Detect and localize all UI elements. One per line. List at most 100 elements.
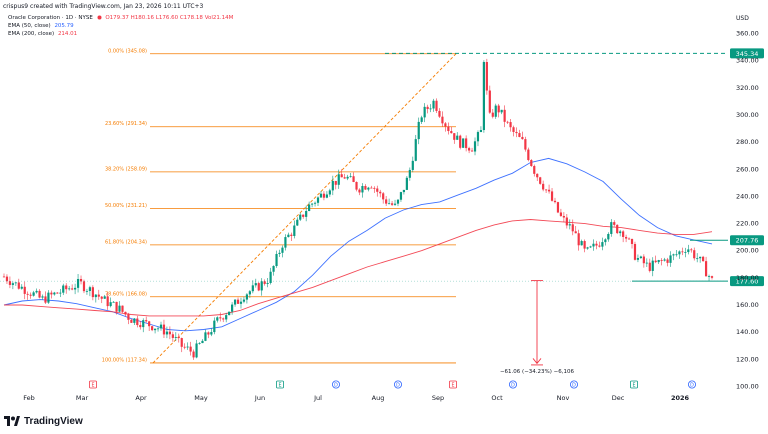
candle-body: [73, 287, 77, 290]
candle-body: [476, 132, 480, 142]
candle-body: [613, 222, 616, 225]
candle-body: [669, 255, 672, 263]
candle-body: [518, 133, 521, 137]
volume-value: Vol21.14M: [204, 15, 234, 21]
candle-body: [251, 285, 254, 292]
candle-body: [627, 238, 631, 240]
price-axis-label: 280.00: [736, 138, 759, 146]
fib-trend-line: [152, 53, 457, 364]
candle-body: [399, 192, 403, 200]
candle-body: [263, 281, 266, 284]
candle-body: [687, 249, 690, 253]
candle-body: [696, 258, 699, 260]
candle-body: [130, 319, 133, 323]
earnings-event-icon[interactable]: E: [630, 380, 638, 389]
candle-body: [583, 241, 586, 249]
candle-body: [328, 190, 331, 195]
candle-body: [112, 301, 115, 303]
candle-body: [287, 234, 290, 238]
candle-body: [284, 237, 287, 248]
dividend-event-icon[interactable]: D: [688, 380, 697, 389]
ema50-line: [3, 157, 713, 332]
symbol-legend[interactable]: Oracle Corporation · 1D · NYSE O179.37 H…: [8, 15, 233, 21]
price-axis[interactable]: 360.00 340.00 320.00 300.00 280.00 260.00 240.…: [736, 15, 759, 391]
candle-body: [210, 332, 213, 335]
dividend-event-icon[interactable]: D: [570, 380, 579, 389]
event-shape: [276, 380, 284, 389]
candle-body: [94, 294, 97, 298]
candle-body: [109, 302, 112, 307]
candle-body: [589, 246, 592, 248]
candle-body: [245, 294, 249, 300]
candle-body: [296, 219, 299, 226]
candle-body: [542, 183, 545, 190]
candle-body: [361, 186, 364, 193]
candle-body: [550, 191, 554, 201]
candle-body: [385, 199, 388, 204]
tradingview-wordmark: TradingView: [24, 415, 83, 427]
candle-body: [376, 188, 379, 192]
dividend-event-icon[interactable]: D: [508, 380, 517, 389]
candle-body: [82, 281, 86, 292]
measure-label: −61.06 (−34.23%) −6,106: [500, 369, 575, 375]
ema200-legend[interactable]: EMA (200, close) 214.01: [8, 31, 77, 37]
candle-body: [59, 292, 62, 294]
candle-body: [76, 279, 80, 288]
earnings-event-icon[interactable]: E: [449, 380, 457, 389]
tradingview-brand[interactable]: TradingView: [4, 414, 83, 428]
candle-body: [473, 141, 477, 152]
candle-body: [325, 194, 328, 198]
candle-body: [574, 231, 577, 234]
candle-body: [503, 109, 506, 122]
candle-body: [453, 133, 456, 140]
candle-body: [672, 254, 675, 256]
candle-body: [174, 337, 177, 338]
candle-body: [636, 258, 640, 260]
candle-body: [666, 259, 669, 263]
time-axis-label: Oct: [491, 394, 503, 402]
dividend-event-icon[interactable]: D: [393, 380, 402, 389]
price-axis-label: 120.00: [736, 355, 759, 363]
measure-arrow-icon: [532, 358, 542, 365]
price-axis-label: 200.00: [736, 247, 759, 255]
price-axis-label: 360.00: [736, 29, 759, 37]
candle-body: [559, 212, 563, 216]
earnings-event-icon[interactable]: E: [276, 380, 284, 389]
candle-body: [533, 166, 536, 174]
candle-body: [139, 325, 142, 328]
candle-body: [20, 286, 23, 289]
ema50-legend[interactable]: EMA (50, close) 205.79: [8, 23, 74, 29]
candle-body: [465, 138, 468, 149]
candle-body: [88, 287, 92, 291]
price-tag-label: 177.60: [736, 278, 759, 286]
candle-body: [358, 189, 361, 193]
ema50-label: EMA (50, close): [8, 23, 51, 29]
candle-body: [562, 215, 565, 218]
candle-body: [450, 131, 453, 134]
candle-body: [115, 301, 118, 312]
candle-body: [68, 288, 71, 290]
dividend-event-icon[interactable]: D: [331, 380, 340, 389]
candle-body: [382, 193, 385, 200]
candle-body: [396, 199, 400, 204]
time-axis-label: Dec: [612, 394, 625, 402]
fibonacci-retracement[interactable]: 0.00% (345.08) 23.60% (291.34) 38.20% (258…: [102, 48, 457, 364]
time-axis[interactable]: Feb Mar Apr May Jun Jul Aug Sep Oct Nov Dec 2026: [23, 394, 689, 402]
candle-body: [207, 332, 210, 335]
candle-body: [248, 291, 251, 295]
candle-body: [313, 202, 317, 204]
candle-body: [186, 346, 189, 348]
candle-body: [343, 177, 346, 179]
candle-body: [266, 282, 269, 284]
candle-body: [71, 288, 74, 290]
candle-body: [340, 174, 343, 178]
earnings-event-icon[interactable]: E: [89, 380, 97, 389]
candle-body: [2, 276, 6, 278]
event-letter: E: [91, 383, 94, 389]
candle-body: [32, 292, 35, 296]
candle-body: [459, 135, 462, 148]
event-letter: E: [451, 383, 454, 389]
event-letter: E: [278, 383, 281, 389]
